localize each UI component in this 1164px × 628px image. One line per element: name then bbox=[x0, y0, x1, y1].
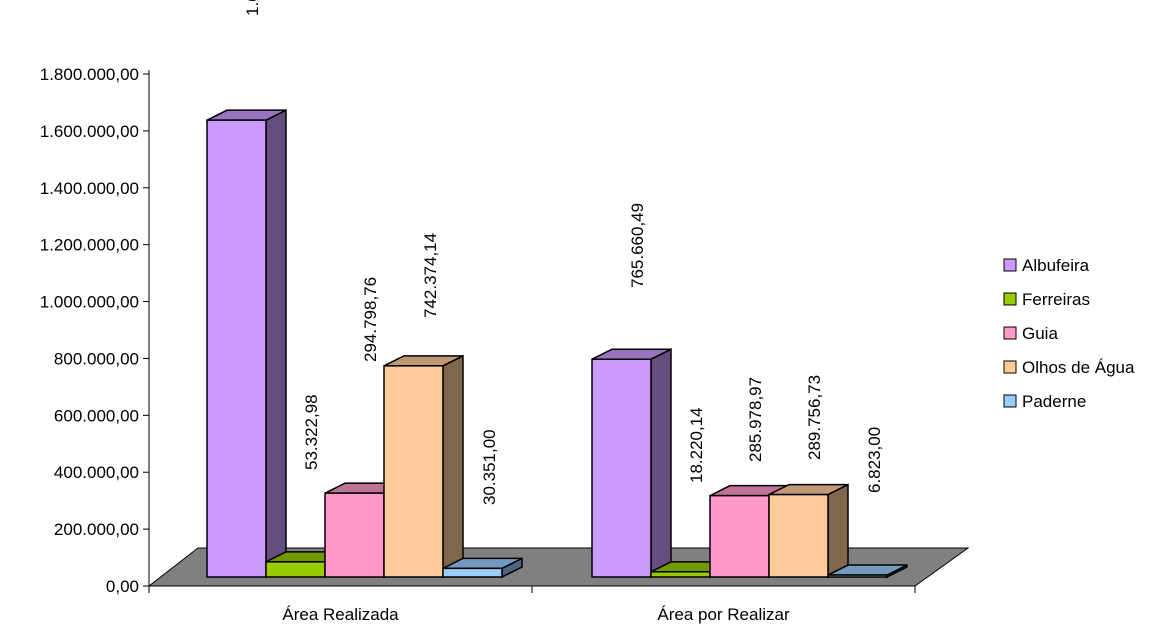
bar-front-face bbox=[206, 119, 267, 578]
y-tick-label: 200.000,00 bbox=[54, 520, 139, 539]
y-tick-label: 1.400.000,00 bbox=[40, 179, 139, 198]
bar bbox=[442, 557, 523, 579]
bar-front-face bbox=[442, 567, 503, 578]
bar bbox=[383, 354, 464, 579]
bar bbox=[827, 563, 908, 579]
data-label: 765.660,49 bbox=[628, 203, 647, 288]
bar-front-face bbox=[324, 492, 385, 578]
data-label: 1.606.035,06 bbox=[243, 0, 262, 16]
bar-side-face bbox=[827, 483, 849, 579]
x-tick-label: Área Realizada bbox=[282, 605, 399, 624]
legend-label: Paderne bbox=[1022, 392, 1086, 411]
data-label: 285.978,97 bbox=[746, 377, 765, 462]
data-labels: 1.606.035,06 53.322,98 294.798,76 742.374,1… bbox=[243, 0, 884, 505]
x-axis: Área Realizada Área por Realizar bbox=[148, 585, 916, 624]
bar-front-face bbox=[383, 365, 444, 578]
legend-label: Guia bbox=[1022, 324, 1058, 343]
y-axis: 0,00 200.000,00 400.000,00 600.000,00 800.00… bbox=[40, 65, 150, 596]
bar bbox=[206, 108, 287, 579]
bar-side-face bbox=[265, 108, 287, 579]
bar bbox=[768, 483, 849, 579]
data-label: 30.351,00 bbox=[480, 429, 499, 505]
legend-swatch bbox=[1003, 360, 1017, 374]
legend-swatch bbox=[1003, 258, 1017, 272]
data-label: 18.220,14 bbox=[687, 407, 706, 483]
y-tick-label: 0,00 bbox=[106, 577, 139, 596]
bar-front-face bbox=[709, 494, 770, 578]
legend-swatch bbox=[1003, 394, 1017, 408]
legend-label: Ferreiras bbox=[1022, 290, 1090, 309]
y-tick-label: 600.000,00 bbox=[54, 406, 139, 425]
y-tick-label: 1.000.000,00 bbox=[40, 293, 139, 312]
y-tick-label: 800.000,00 bbox=[54, 349, 139, 368]
bar bbox=[591, 347, 672, 579]
bar-front-face bbox=[827, 574, 888, 578]
data-label: 294.798,76 bbox=[361, 277, 380, 362]
data-label: 53.322,98 bbox=[302, 394, 321, 470]
y-tick-label: 1.200.000,00 bbox=[40, 236, 139, 255]
legend-label: Albufeira bbox=[1022, 256, 1090, 275]
y-tick-label: 1.800.000,00 bbox=[40, 65, 139, 84]
legend-label: Olhos de Água bbox=[1022, 358, 1135, 377]
data-label: 6.823,00 bbox=[865, 427, 884, 493]
bar-front-face bbox=[265, 561, 326, 578]
y-tick-label: 1.600.000,00 bbox=[40, 122, 139, 141]
data-label: 742.374,14 bbox=[421, 233, 440, 318]
data-label: 289.756,73 bbox=[805, 375, 824, 460]
bar-front-face bbox=[650, 571, 711, 578]
legend-swatch bbox=[1003, 292, 1017, 306]
bar-front-face bbox=[591, 358, 652, 578]
bar-side-face bbox=[650, 347, 672, 579]
y-tick-label: 400.000,00 bbox=[54, 463, 139, 482]
bar-front-face bbox=[768, 493, 829, 578]
bar-side-face bbox=[442, 354, 464, 579]
x-tick-label: Área por Realizar bbox=[657, 605, 790, 624]
legend-swatch bbox=[1003, 326, 1017, 340]
legend: Albufeira Ferreiras Guia Olhos de Água Pader… bbox=[1003, 256, 1135, 411]
bars bbox=[206, 108, 908, 579]
